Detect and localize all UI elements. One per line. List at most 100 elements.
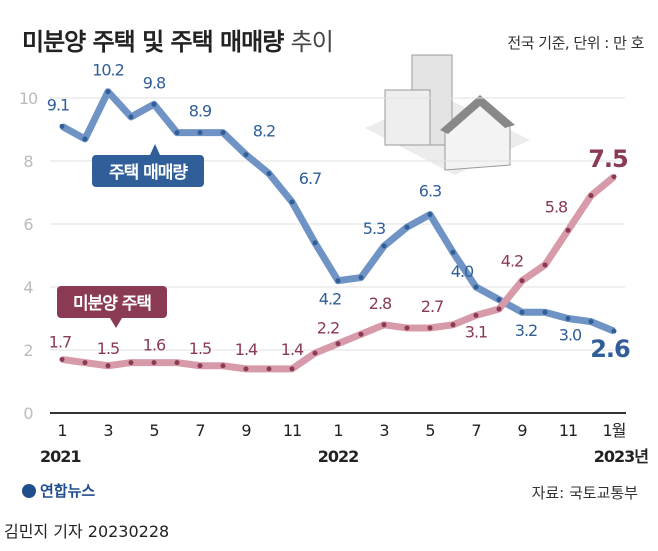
data-point [197,363,203,369]
x-tick-label: 11 [283,421,301,440]
source: 자료: 국토교통부 [531,484,638,502]
y-tick-label: 6 [23,215,33,234]
logo-icon [22,484,36,498]
data-point [266,366,272,372]
data-point [151,101,157,107]
x-tick-label: 1월 [603,421,626,440]
data-label: 1.6 [143,336,166,355]
data-point [358,331,364,337]
data-label: 9.1 [47,95,69,114]
data-point [588,193,594,199]
data-label: 10.2 [92,61,124,80]
data-point [588,319,594,325]
data-label: 1.7 [49,332,71,351]
data-label: 4.2 [501,252,523,271]
x-year-label: 2021 [40,447,81,466]
x-tick-label: 1 [57,421,66,440]
data-point [450,322,456,328]
data-point [611,174,617,180]
data-label: 8.9 [189,102,212,121]
data-point [404,325,410,331]
data-point [496,306,502,312]
unit-note: 전국 기준, 단위 : 만 호 [507,34,644,52]
data-point [174,130,180,136]
data-label: 8.2 [253,122,275,141]
data-label: 6.7 [299,169,321,188]
logo-text: 연합뉴스 [40,482,96,500]
data-point [289,366,295,372]
x-tick-label: 11 [559,421,577,440]
legend-callout [92,155,204,187]
x-tick-label: 5 [149,421,158,440]
x-tick-label: 3 [379,421,388,440]
data-label: 4.2 [319,290,341,309]
data-label: 3.1 [465,322,487,341]
data-label: 2.8 [369,294,392,313]
data-label: 1.4 [281,340,304,359]
x-tick-label: 9 [517,421,527,440]
house-roof [440,95,515,134]
data-point [404,224,410,230]
data-label: 5.3 [363,219,385,238]
y-tick-label: 8 [23,152,33,171]
y-tick-label: 10 [19,89,38,108]
y-tick-label: 2 [23,341,32,360]
data-label: 1.5 [189,339,211,358]
y-tick-label: 0 [23,404,33,423]
x-tick-label: 9 [241,421,251,440]
data-point [519,309,525,315]
x-tick-label: 5 [425,421,434,440]
title-light: 추이 [290,28,334,56]
data-point [381,243,387,249]
title-bold: 미분양 주택 및 주택 매매량 [22,28,284,56]
data-point [243,152,249,158]
x-tick-label: 7 [471,421,480,440]
data-label: 3.0 [559,326,582,345]
data-point [197,130,203,136]
data-point [220,130,226,136]
x-tick-label: 7 [195,421,204,440]
legend-label: 주택 매매량 [109,163,188,183]
data-point [358,275,364,281]
data-point [473,312,479,318]
data-label: 2.7 [421,297,443,316]
y-tick-label: 4 [23,278,33,297]
data-point [151,360,157,366]
data-point [59,356,65,362]
legend-callout [57,286,167,318]
data-point [542,262,548,268]
data-point [496,297,502,303]
data-point [82,360,88,366]
data-label: 3.2 [515,321,537,340]
data-point [105,363,111,369]
data-point [335,278,341,284]
callout-pointer [150,144,160,155]
chart-title: 미분양 주택 및 주택 매매량 추이 [22,22,334,57]
apartment-building [384,89,431,146]
data-label: 5.8 [545,197,568,216]
data-label: 1.4 [235,340,258,359]
data-point [105,89,111,95]
callout-pointer [110,318,122,328]
data-point [427,212,433,218]
data-label: 4.0 [451,262,474,281]
data-point [59,123,65,129]
data-point [128,114,134,120]
data-point [312,350,318,356]
data-point [243,366,249,372]
data-point [381,322,387,328]
data-point [427,325,433,331]
byline: 김민지 기자 20230228 [4,522,170,541]
data-point [220,363,226,369]
data-point [266,171,272,177]
yonhap-logo: 연합뉴스 [22,480,95,501]
data-point [542,309,548,315]
data-point [174,360,180,366]
x-tick-label: 1 [333,421,342,440]
data-point [565,227,571,233]
data-label: 2.6 [590,335,630,363]
data-point [450,249,456,255]
data-point [289,199,295,205]
data-point [128,360,134,366]
